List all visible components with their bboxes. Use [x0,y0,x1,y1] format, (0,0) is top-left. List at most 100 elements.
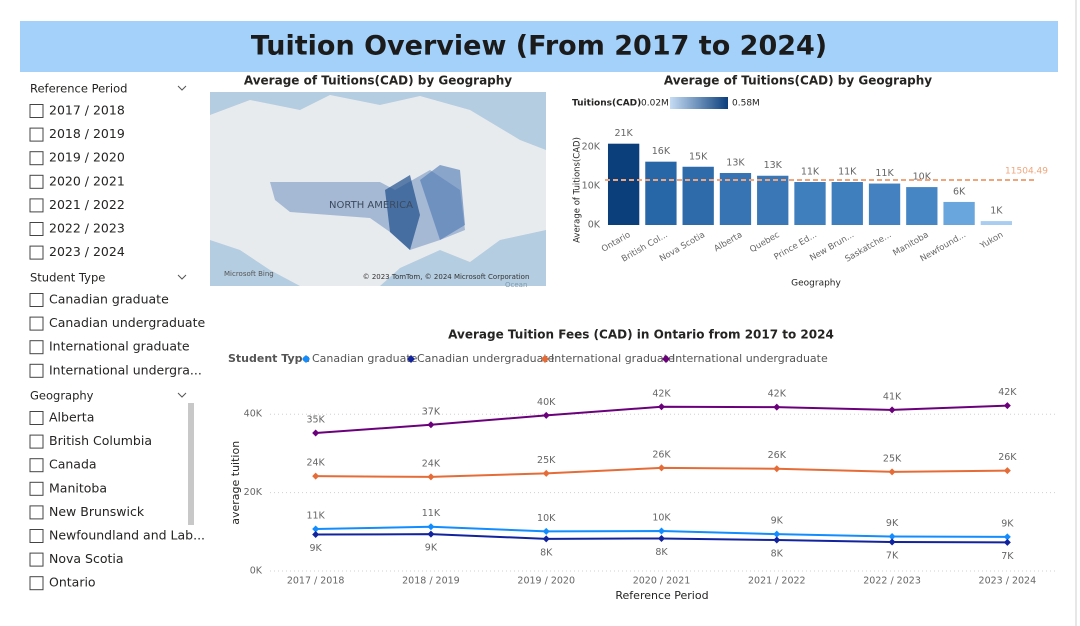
slicer-item[interactable]: New Brunswick [49,504,145,519]
checkbox[interactable] [29,434,44,449]
slicer-chevron[interactable] [177,392,187,398]
data-label: 9K [310,543,323,554]
checkbox[interactable] [29,411,44,425]
y-tick-label: 20K [244,487,263,498]
slicer-item[interactable]: 2019 / 2020 [49,150,125,165]
point [1003,402,1011,410]
slicer-item[interactable]: Manitoba [49,480,107,495]
map-region [270,170,465,250]
slicer-item[interactable]: 2021 / 2022 [49,197,125,212]
slicer-item[interactable]: Canadian graduate [49,292,169,307]
bar [868,183,901,225]
data-label: 9K [771,516,784,527]
legend-label: International graduate [551,352,675,365]
color-legend-title: Tuitions(CAD) [572,99,641,109]
point [542,469,550,477]
checkbox[interactable] [29,316,44,331]
page-title: Tuition Overview (From 2017 to 2024) [251,31,827,62]
data-label: 8K [540,547,553,558]
data-label: 9K [1001,518,1014,529]
y-tick-label: 0K [250,566,263,577]
point [542,535,550,543]
slicer-item[interactable]: 2022 / 2023 [49,221,125,236]
bar [794,182,826,225]
checkbox[interactable] [29,222,44,236]
point [1003,467,1011,475]
slicer-item[interactable]: Canada [49,457,97,472]
data-label: 7K [886,550,899,561]
checkbox[interactable] [29,576,44,591]
data-label: 10K [652,513,671,524]
checkbox[interactable] [29,104,44,118]
x-tick-label: 2018 / 2019 [402,576,460,587]
slicer-item[interactable]: 2020 / 2021 [49,173,125,188]
checkbox[interactable] [29,529,44,543]
data-label: 37K [422,406,441,417]
data-label: 24K [306,458,325,469]
y-axis-title: Average of Tuitions(CAD) [573,137,583,243]
slicer-chevron[interactable] [177,274,187,280]
point [773,530,781,538]
color-legend-min: 0.02M [641,99,669,109]
color-legend-max: 0.58M [732,99,760,109]
slicer-item[interactable]: 2017 / 2018 [49,103,125,118]
checkbox[interactable] [29,245,44,260]
chart-title: Average Tuition Fees (CAD) in Ontario fr… [448,328,834,342]
map-region [420,165,465,240]
legend-label: Canadian undergraduate [417,352,555,365]
data-label: 16K [652,146,671,157]
point [888,406,896,414]
slicer-item[interactable]: Nova Scotia [49,551,124,566]
legend-marker [407,355,415,363]
data-label: 25K [537,455,556,466]
data-label: 11K [801,167,820,178]
checkbox[interactable] [29,552,44,567]
slicer-item[interactable]: International undergra... [49,362,202,377]
slicer-title: Student Type [30,271,105,285]
bar [980,221,1013,225]
x-tick-label: 2020 / 2021 [633,576,691,587]
point [312,525,320,533]
legend-marker [662,355,670,363]
legend-marker [302,355,310,363]
point [888,468,896,476]
checkbox[interactable] [29,127,44,142]
checkbox[interactable] [29,151,44,166]
data-label: 42K [652,388,671,399]
point [312,472,320,480]
checkbox[interactable] [29,481,44,496]
slicer-item[interactable]: British Columbia [49,433,152,448]
checkbox[interactable] [29,198,44,213]
legend-title: Student Type [228,352,310,365]
data-label: 25K [883,453,902,464]
checkbox[interactable] [29,174,44,189]
checkbox[interactable] [29,340,44,355]
bar [906,187,938,225]
point [427,421,435,429]
map-attribution: Microsoft Bing [224,270,274,278]
point [312,429,320,437]
map-label: NORTH AMERICA [329,200,413,211]
slicer-item[interactable]: 2023 / 2024 [49,244,125,259]
checkbox[interactable] [29,293,44,307]
data-label: 41K [883,391,902,402]
checkbox[interactable] [29,505,44,520]
slicer-item[interactable]: Canadian undergraduate [49,315,205,330]
point [658,464,665,472]
point [542,527,550,535]
y-tick-label: 0K [588,220,601,231]
slicer-item[interactable]: Alberta [49,410,94,425]
data-label: 10K [913,172,932,183]
map-title: Average of Tuitions(CAD) by Geography [244,74,512,88]
slicer-item[interactable]: International graduate [49,339,190,354]
slicer-item[interactable]: 2018 / 2019 [49,126,125,141]
data-label: 8K [771,549,784,560]
checkbox[interactable] [29,458,44,473]
slicer-item[interactable]: Ontario [49,575,96,590]
x-tick-label: 2021 / 2022 [748,576,806,587]
slicer-item[interactable]: Newfoundland and Lab... [49,528,205,543]
point [658,403,665,411]
slicer-chevron[interactable] [177,85,187,91]
data-label: 26K [768,450,787,461]
checkbox[interactable] [29,363,44,378]
